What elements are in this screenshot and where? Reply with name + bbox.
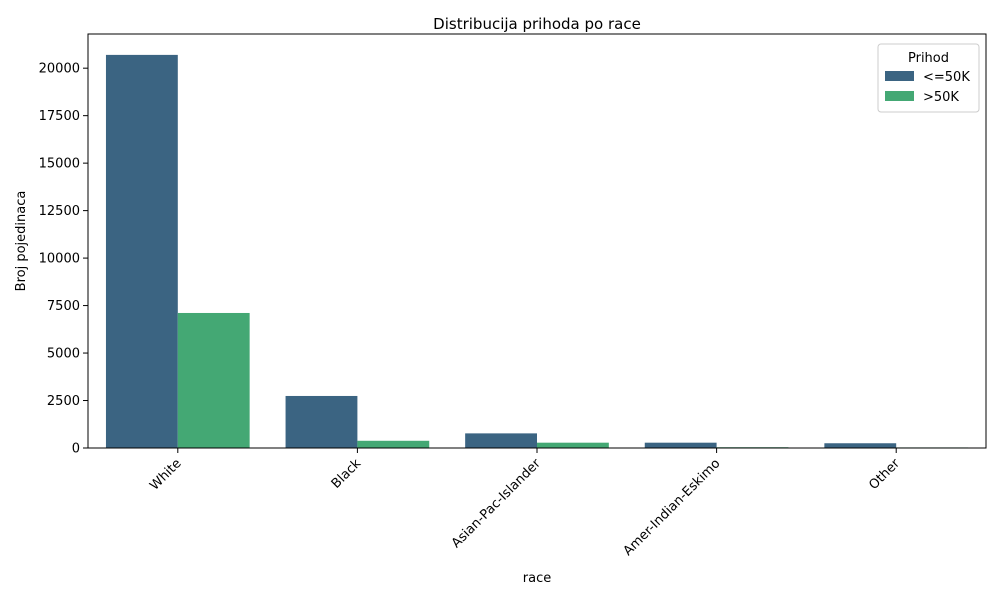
legend-swatch-1 [885, 91, 914, 101]
x-tick-label: Black [329, 456, 365, 492]
chart-title: Distribucija prihoda po race [433, 15, 641, 33]
y-tick-label: 5000 [47, 347, 80, 362]
y-tick-label: 17500 [39, 109, 80, 124]
y-tick-label: 7500 [47, 299, 80, 314]
x-axis-label: race [523, 571, 551, 586]
bar-black-series-1 [357, 440, 430, 448]
y-axis-ticks: 0 2500 5000 7500 10000 12500 15000 17500 20000 [39, 62, 88, 457]
y-tick-label: 0 [72, 442, 80, 457]
bar-white-series-0 [105, 54, 178, 449]
y-axis-label: Broj pojedinaca [14, 191, 29, 292]
x-tick-label: White [147, 456, 184, 493]
y-tick-label: 12500 [39, 204, 80, 219]
legend-swatch-0 [885, 71, 914, 81]
legend-label-0: <=50K [923, 70, 970, 85]
x-axis-ticks: White Black Asian-Pac-Islander Amer-Indian-… [147, 448, 903, 559]
bar-black-series-0 [285, 395, 358, 448]
y-tick-label: 2500 [47, 394, 80, 409]
y-tick-label: 15000 [39, 157, 80, 172]
bar-other-series-0 [824, 443, 897, 448]
bar-amer-indian-eskimo-series-0 [644, 442, 717, 448]
x-tick-label: Amer-Indian-Eskimo [621, 456, 724, 559]
bars [105, 54, 969, 449]
bar-asian-pac-islander-series-0 [465, 433, 537, 448]
legend-title: Prihod [908, 51, 949, 66]
x-tick-label: Other [866, 456, 903, 493]
legend-label-1: >50K [923, 90, 959, 105]
bar-white-series-1 [177, 312, 250, 448]
legend: Prihod <=50K >50K [877, 43, 980, 113]
y-tick-label: 20000 [39, 62, 80, 77]
x-tick-label: Asian-Pac-Islander [449, 456, 544, 551]
bar-asian-pac-islander-series-1 [537, 442, 609, 448]
y-tick-label: 10000 [39, 252, 80, 267]
